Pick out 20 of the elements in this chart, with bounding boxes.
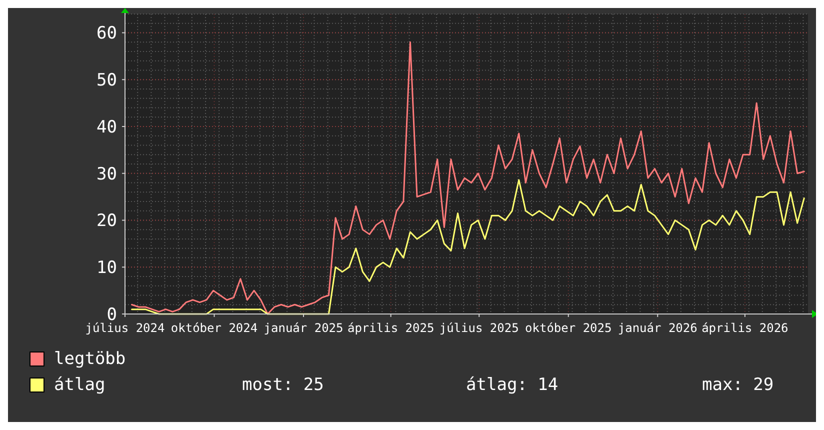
legend-label: legtöbb bbox=[54, 349, 126, 369]
x-tick-label: április 2025 bbox=[347, 321, 434, 335]
y-tick-label: 20 bbox=[96, 211, 117, 232]
x-tick-label: október 2024 bbox=[170, 321, 258, 335]
line-series bbox=[131, 179, 805, 315]
text: most: 25 bbox=[242, 375, 324, 395]
x-tick-label: október 2025 bbox=[525, 321, 612, 335]
y-tick-label: 60 bbox=[96, 24, 117, 44]
x-tick-label: január 2025 bbox=[264, 321, 344, 335]
y-tick-label: 40 bbox=[96, 117, 117, 138]
y-tick-label: 10 bbox=[96, 258, 117, 278]
text: átlag: 14 bbox=[466, 375, 558, 395]
y-tick-label: 30 bbox=[96, 164, 117, 184]
x-tick-label: július 2025 bbox=[439, 321, 519, 335]
x-tick-label: április 2026 bbox=[702, 321, 788, 335]
text: max: 29 bbox=[702, 375, 774, 395]
y-tick-label: 50 bbox=[96, 70, 117, 91]
line-series bbox=[131, 41, 805, 315]
x-tick-label: január 2026 bbox=[618, 321, 698, 335]
legend-label: átlag bbox=[54, 375, 106, 395]
